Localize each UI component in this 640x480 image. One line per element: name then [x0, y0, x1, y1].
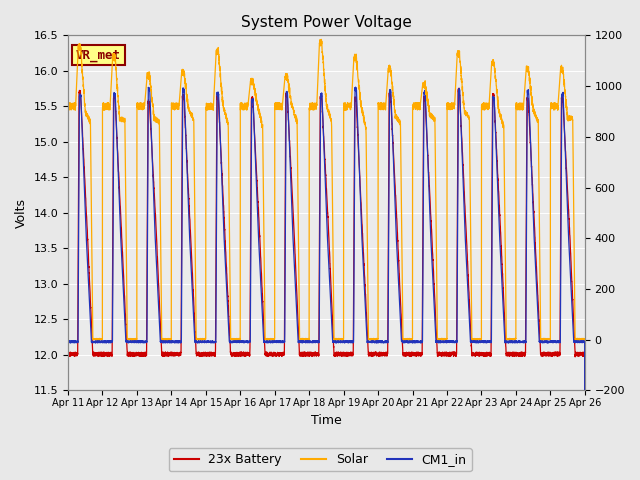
Legend: 23x Battery, Solar, CM1_in: 23x Battery, Solar, CM1_in — [168, 448, 472, 471]
Y-axis label: Volts: Volts — [15, 198, 28, 228]
Text: VR_met: VR_met — [76, 49, 121, 62]
X-axis label: Time: Time — [311, 414, 342, 427]
Title: System Power Voltage: System Power Voltage — [241, 15, 412, 30]
